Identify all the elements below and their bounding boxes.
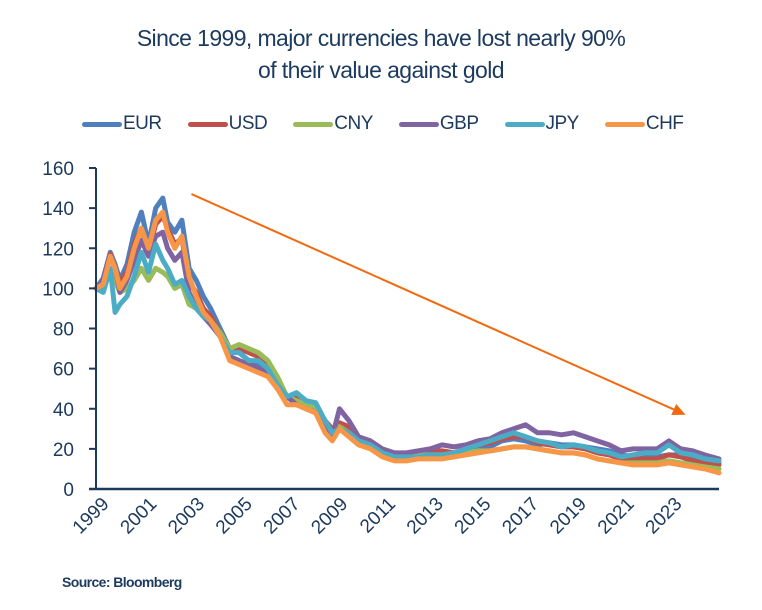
legend-label: USD — [228, 113, 268, 134]
x-tick-label: 2019 — [546, 494, 591, 539]
legend-swatch — [293, 121, 334, 127]
legend-label: CHF — [645, 113, 684, 134]
y-tick-label: 140 — [42, 199, 74, 220]
y-tick-label: 100 — [42, 279, 74, 300]
x-tick-label: 2013 — [403, 494, 448, 539]
x-tick-label: 2005 — [212, 494, 257, 539]
trend-arrow-line — [191, 193, 675, 411]
legend-item-cny: CNY — [293, 113, 373, 135]
legend-item-gbp: GBP — [398, 113, 479, 135]
x-tick-label: 2007 — [260, 494, 305, 539]
chart-title-line-1: Since 1999, major currencies have lost n… — [136, 25, 626, 51]
series-line-gbp — [93, 229, 722, 462]
y-tick-label: 160 — [42, 159, 74, 180]
legend-swatch — [504, 121, 545, 127]
legend-swatch — [187, 121, 228, 127]
series-line-usd — [93, 213, 722, 468]
y-tick-label: 80 — [53, 320, 74, 341]
x-tick-label: 2017 — [498, 494, 543, 539]
legend-label: EUR — [123, 113, 162, 134]
x-tick-label: 2023 — [642, 494, 687, 539]
x-tick-label: 2015 — [451, 494, 496, 539]
legend-swatch — [604, 121, 645, 127]
y-tick-label: 20 — [53, 440, 74, 461]
legend-item-usd: USD — [187, 113, 268, 135]
x-tick-label: 2001 — [117, 494, 162, 539]
y-tick-label: 120 — [42, 239, 74, 260]
legend-swatch — [82, 121, 122, 127]
legend-label: GBP — [439, 113, 479, 134]
legend-item-jpy: JPY — [504, 113, 580, 135]
legend-label: CNY — [334, 113, 373, 134]
series-line-eur — [93, 195, 722, 466]
x-tick-label: 2021 — [594, 494, 639, 539]
source-note: Source: Bloomberg — [62, 574, 182, 590]
chart-legend: EUR USD CNY GBP JPY CHF — [82, 112, 709, 136]
y-tick-label: 0 — [63, 480, 74, 501]
legend-label: JPY — [545, 113, 580, 134]
legend-item-chf: CHF — [604, 113, 684, 135]
chart-title-line-2: of their value against gold — [258, 57, 505, 83]
y-tick-label: 40 — [53, 400, 74, 421]
trend-arrow-head-icon — [671, 403, 686, 415]
series-line-chf — [93, 209, 722, 476]
legend-item-eur: EUR — [82, 113, 162, 135]
y-tick-label: 60 — [53, 360, 74, 381]
x-tick-label: 1999 — [69, 494, 114, 539]
x-tick-label: 2011 — [356, 494, 400, 538]
legend-swatch — [398, 121, 439, 127]
x-tick-label: 2003 — [164, 494, 209, 539]
chart-title: Since 1999, major currencies have lost n… — [0, 22, 762, 86]
x-tick-label: 2009 — [307, 494, 352, 539]
